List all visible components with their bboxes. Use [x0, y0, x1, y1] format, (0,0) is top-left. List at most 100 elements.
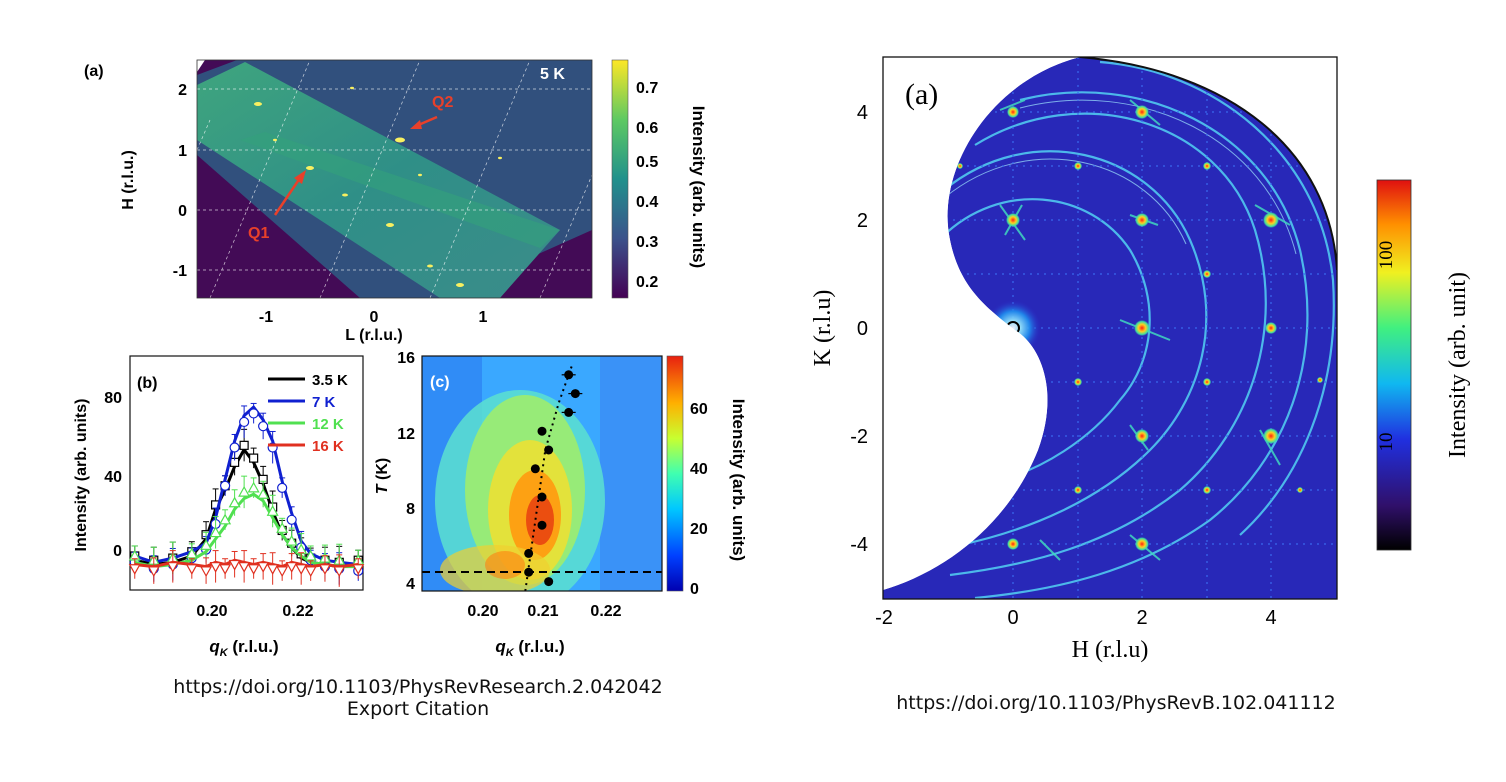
svg-text:1: 1 — [479, 309, 488, 326]
right-colorbar-tick-10: 10 — [1376, 433, 1397, 452]
series-12-K — [128, 475, 365, 577]
svg-text:80: 80 — [104, 390, 122, 407]
left-citation: https://doi.org/10.1103/PhysRevResearch.… — [150, 676, 686, 720]
svg-text:0: 0 — [113, 543, 122, 560]
svg-text:0.20: 0.20 — [467, 603, 498, 620]
data-point — [209, 526, 222, 538]
data-point — [239, 440, 249, 450]
svg-text:0.21: 0.21 — [527, 603, 558, 620]
annotation-q2: Q2 — [432, 94, 453, 111]
panel-c-xticks: 0.20 0.21 0.22 — [467, 603, 621, 620]
data-point — [200, 566, 213, 578]
data-point — [286, 514, 297, 525]
svg-text:0.3: 0.3 — [636, 234, 658, 251]
panel-c-xlabel: qK (r.l.u.) — [495, 637, 564, 659]
panel-a: (a) — [84, 59, 708, 344]
data-point — [277, 482, 288, 493]
annotation-q1: Q1 — [248, 225, 269, 242]
panel-a-yticks: 2 1 0 -1 — [173, 82, 187, 280]
data-point — [220, 480, 231, 491]
panel-a-temperature: 5 K — [540, 66, 565, 83]
svg-text:2: 2 — [178, 82, 187, 99]
data-point — [238, 561, 251, 573]
svg-text:12: 12 — [397, 426, 415, 443]
svg-text:40: 40 — [690, 461, 708, 478]
data-point — [249, 453, 259, 463]
data-point — [258, 421, 269, 432]
peak-position-point — [570, 389, 580, 399]
svg-text:-1: -1 — [259, 309, 273, 326]
data-point — [285, 534, 298, 546]
data-point — [257, 488, 270, 499]
legend-16k: 16 K — [312, 438, 344, 455]
right-colorbar — [1376, 179, 1412, 551]
right-xlabel: H (r.l.u) — [1072, 637, 1149, 663]
svg-text:-2: -2 — [875, 607, 893, 629]
right-citation-doi[interactable]: https://doi.org/10.1103/PhysRevB.102.041… — [896, 692, 1336, 714]
panel-b-plot — [128, 402, 365, 587]
data-point — [228, 496, 241, 508]
svg-text:0: 0 — [857, 318, 868, 340]
svg-text:0.7: 0.7 — [636, 80, 658, 97]
panel-a-ylabel: H (r.l.u.) — [120, 150, 137, 210]
panel-b-axes — [129, 355, 364, 591]
svg-text:0: 0 — [178, 203, 187, 220]
svg-text:60: 60 — [690, 401, 708, 418]
right-panel-label: (a) — [905, 78, 938, 111]
data-point — [229, 442, 240, 453]
right-figure: (a) 4 2 0 -2 -4 -2 0 2 4 H (r.l.u) K (r.… — [810, 56, 1471, 663]
panel-c-ylabel: T (K) — [374, 458, 391, 494]
data-point — [219, 564, 232, 575]
peak-position-point — [530, 464, 540, 474]
data-point — [285, 561, 298, 573]
data-point — [266, 505, 279, 516]
data-point — [266, 564, 279, 575]
data-point — [238, 485, 251, 497]
data-point — [257, 561, 270, 573]
panel-c-colorbar-ticks: 60 40 20 0 — [690, 401, 708, 598]
svg-text:0.20: 0.20 — [196, 603, 227, 620]
peak-position-point — [537, 520, 547, 530]
series-16-K — [128, 550, 365, 587]
peak-position-point — [564, 370, 574, 380]
panel-a-arrows — [273, 115, 438, 216]
panel-a-colorbar-label: Intensity (arb. units) — [689, 106, 708, 268]
data-point — [276, 522, 289, 533]
data-point — [209, 561, 222, 573]
data-point — [247, 564, 260, 575]
left-citation-doi[interactable]: https://doi.org/10.1103/PhysRevResearch.… — [173, 676, 663, 698]
data-point — [147, 566, 160, 578]
peak-position-point — [544, 577, 554, 587]
svg-text:0.4: 0.4 — [636, 194, 658, 211]
legend-3-5k: 3.5 K — [312, 372, 348, 389]
data-point — [185, 547, 198, 559]
panel-b-yticks: 80 40 0 — [104, 390, 122, 560]
svg-text:1: 1 — [178, 143, 187, 160]
panel-a-xticks: -1 0 1 — [259, 309, 488, 326]
svg-text:0.22: 0.22 — [282, 603, 313, 620]
panel-b-label: (b) — [137, 375, 157, 392]
svg-text:8: 8 — [406, 501, 415, 518]
right-map-coverage — [883, 57, 1337, 599]
panel-c-colorbar — [666, 355, 684, 592]
export-citation-link[interactable]: Export Citation — [346, 698, 490, 720]
svg-text:-2: -2 — [850, 426, 868, 448]
data-point — [228, 559, 241, 571]
svg-text:0: 0 — [1007, 607, 1018, 629]
svg-text:2: 2 — [857, 210, 868, 232]
panel-b-legend: 3.5 K 7 K 12 K 16 K — [268, 372, 348, 455]
right-ylabel: K (r.l.u) — [810, 290, 836, 367]
data-point — [185, 564, 198, 575]
svg-text:4: 4 — [406, 576, 415, 593]
panel-b-ylabel: Intensity (arb. units) — [73, 399, 90, 552]
peak-position-point — [524, 567, 534, 577]
panel-a-xlabel: L (r.l.u.) — [345, 327, 402, 344]
legend-7k: 7 K — [312, 394, 336, 411]
panel-a-grid — [197, 60, 592, 298]
svg-text:4: 4 — [1265, 607, 1276, 629]
svg-text:0.2: 0.2 — [636, 274, 658, 291]
peak-position-point — [524, 548, 534, 558]
panel-a-colorbar-ticks: 0.7 0.6 0.5 0.4 0.3 0.2 — [636, 80, 658, 291]
data-point — [304, 566, 317, 578]
